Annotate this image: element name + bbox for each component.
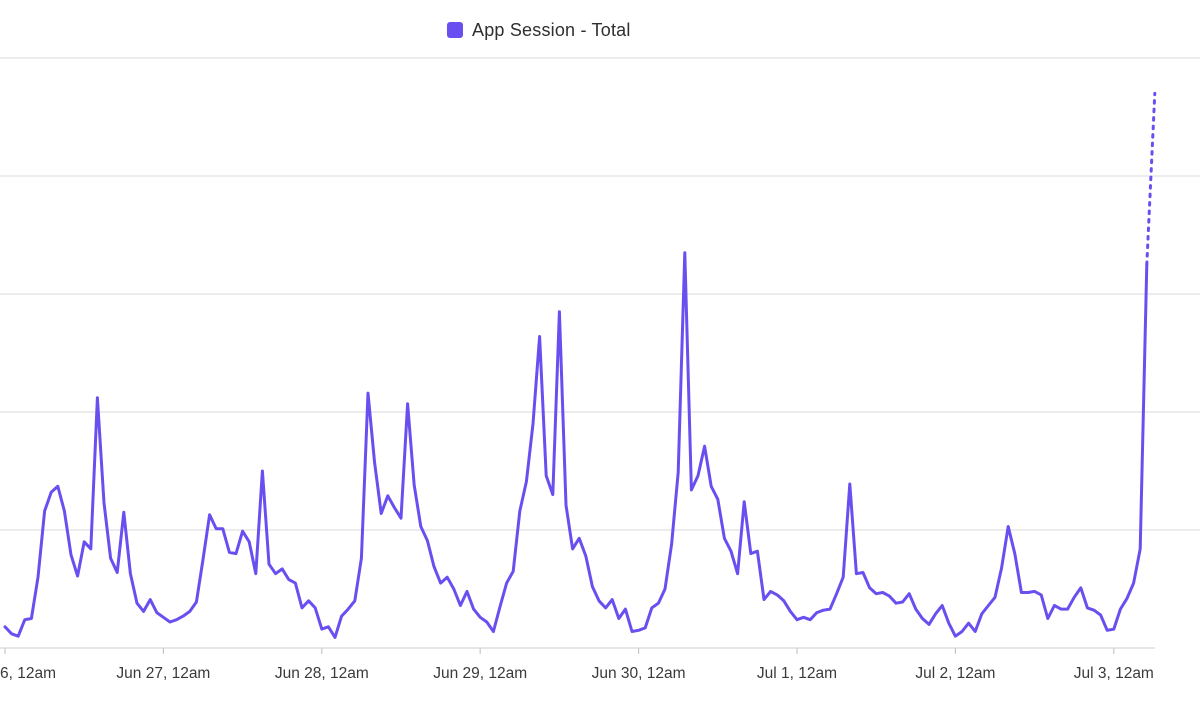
x-tick-label: Jul 2, 12am <box>915 665 995 682</box>
legend[interactable]: App Session - Total <box>447 17 631 43</box>
legend-label: App Session - Total <box>472 19 631 40</box>
x-tick-label: Jun 27, 12am <box>116 665 210 682</box>
x-tick-label: 6, 12am <box>0 665 56 682</box>
series-layer <box>3 91 1157 639</box>
series-line-forecast <box>1145 91 1157 266</box>
gridlines <box>0 57 1200 649</box>
x-axis: 6, 12am Jun 27, 12am Jun 28, 12am Jun 29, 1… <box>0 648 1154 682</box>
x-tick-label: Jun 29, 12am <box>433 665 527 682</box>
x-tick-label: Jun 28, 12am <box>275 665 369 682</box>
legend-swatch <box>447 22 463 38</box>
x-tick-label: Jul 3, 12am <box>1074 665 1154 682</box>
series-line-app-session-total <box>3 251 1149 639</box>
x-tick-label: Jun 30, 12am <box>592 665 686 682</box>
x-tick-label: Jul 1, 12am <box>757 665 837 682</box>
